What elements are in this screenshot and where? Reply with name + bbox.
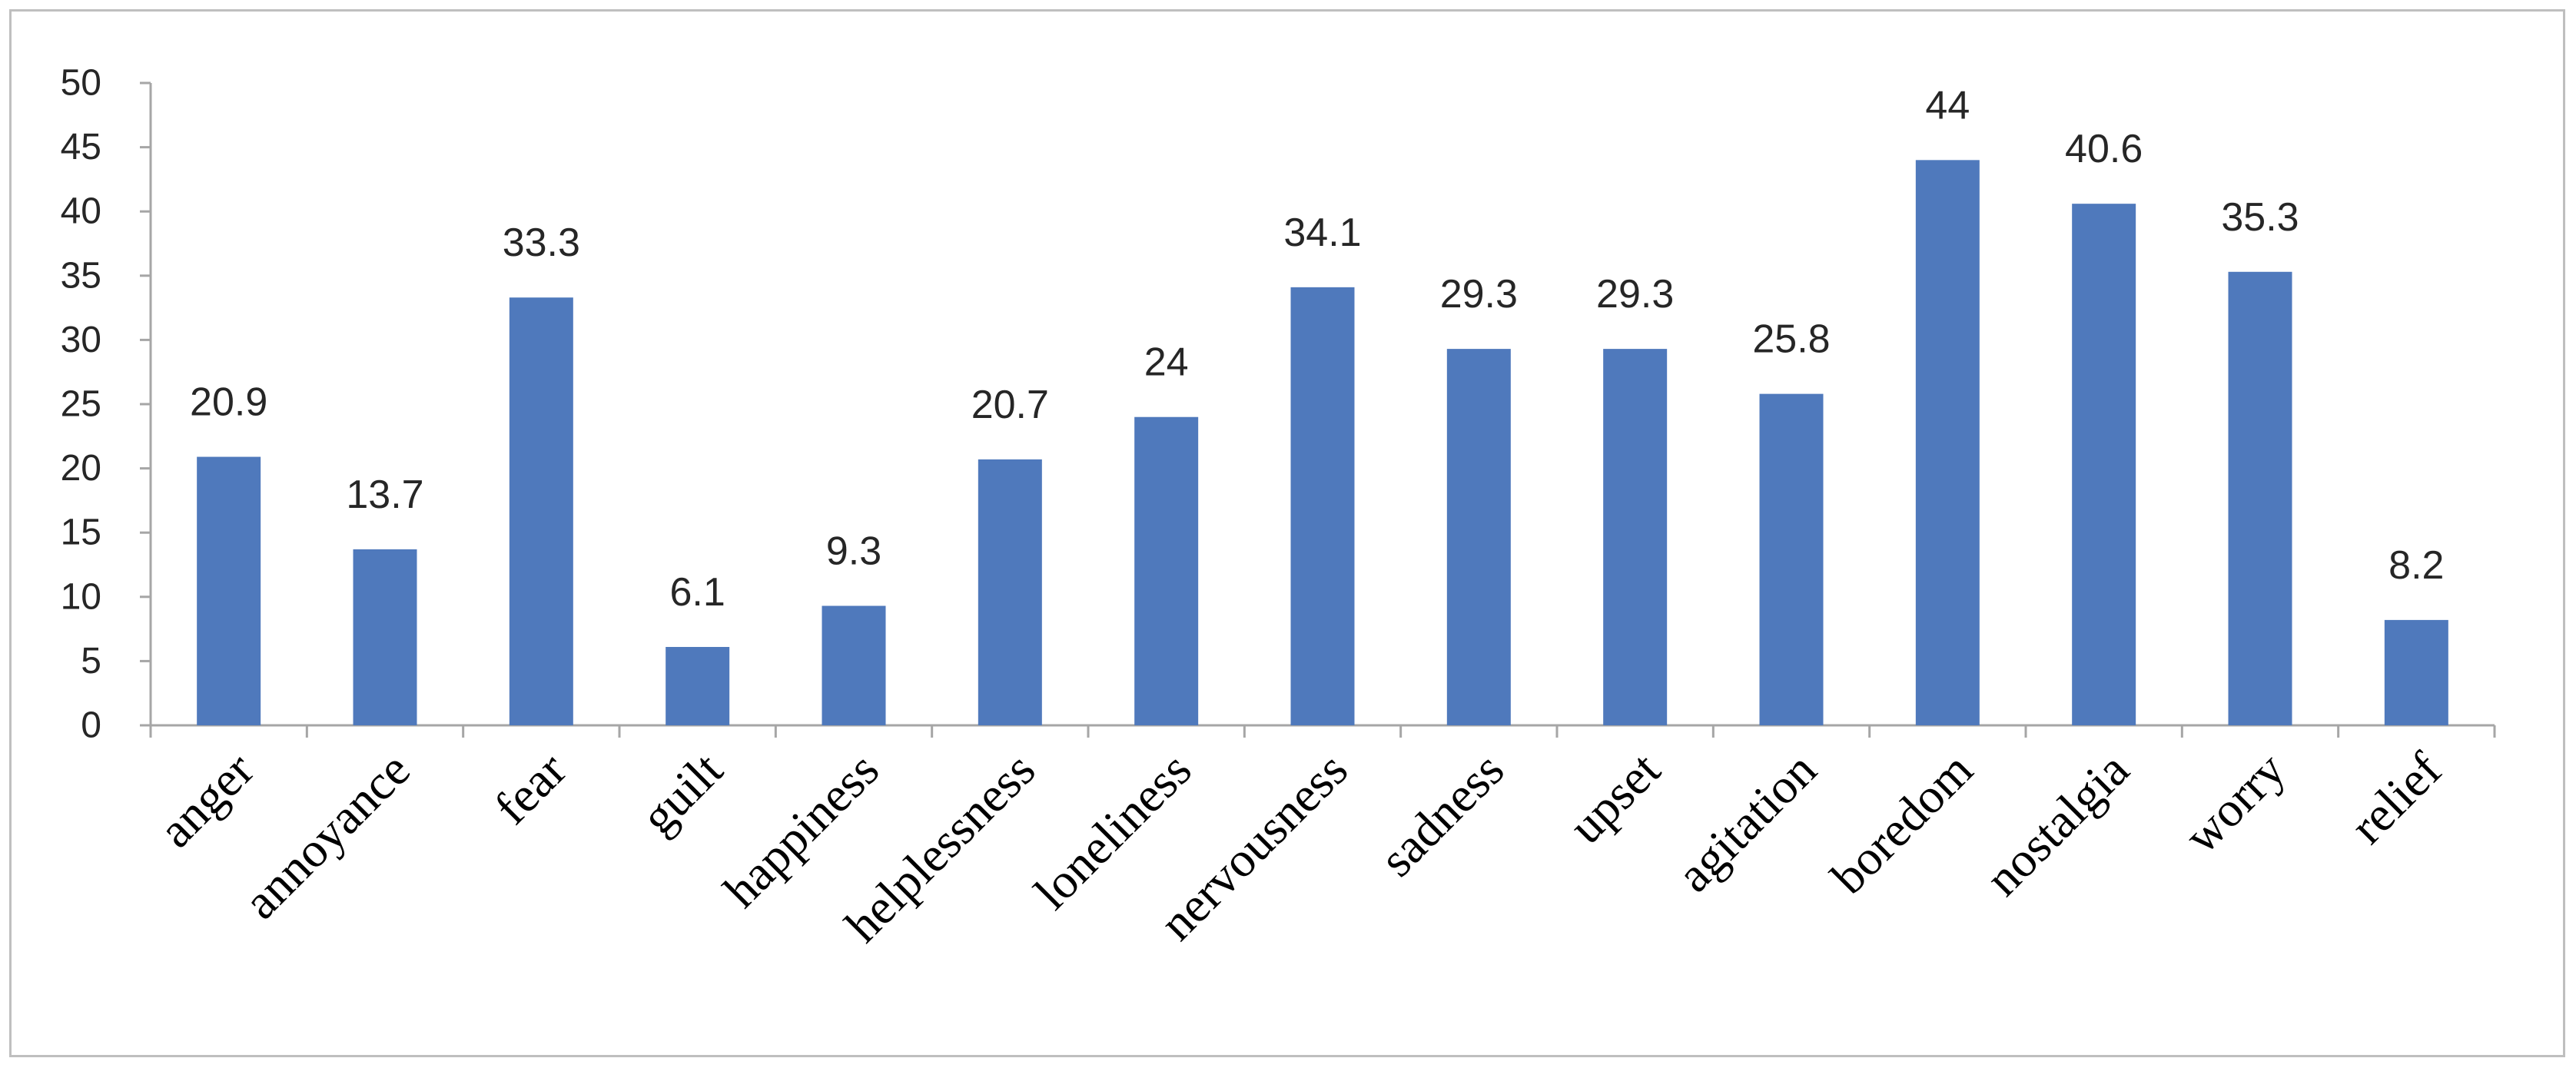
y-tick-label: 15 — [61, 512, 101, 553]
bar-guilt — [666, 647, 730, 725]
category-label-guilt: guilt — [630, 742, 732, 844]
data-label-guilt: 6.1 — [670, 570, 725, 615]
bar-agitation — [1759, 393, 1824, 725]
bar-nervousness — [1290, 287, 1355, 725]
data-label-annoyance: 13.7 — [346, 473, 423, 517]
category-label-worry: worry — [2174, 742, 2295, 864]
category-label-anger: anger — [148, 742, 264, 858]
data-label-relief: 8.2 — [2388, 543, 2444, 588]
bar-nostalgia — [2072, 204, 2136, 726]
data-label-nervousness: 34.1 — [1283, 211, 1361, 255]
data-label-anger: 20.9 — [190, 380, 267, 425]
bar-happiness — [822, 605, 886, 725]
bar-anger — [197, 456, 261, 725]
y-tick-label: 25 — [61, 384, 101, 425]
bar-upset — [1603, 349, 1668, 725]
y-tick-label: 30 — [61, 320, 101, 360]
bar-relief — [2384, 619, 2448, 725]
bar-fear — [509, 297, 573, 725]
category-label-fear: fear — [484, 742, 577, 835]
category-label-upset: upset — [1559, 742, 1671, 854]
data-label-worry: 35.3 — [2221, 195, 2299, 240]
bar-sadness — [1446, 349, 1511, 725]
data-label-helplessness: 20.7 — [971, 383, 1049, 427]
data-label-upset: 29.3 — [1596, 272, 1674, 317]
chart-frame — [9, 9, 2565, 1057]
data-label-boredom: 44 — [1925, 83, 1970, 128]
y-tick-label: 40 — [61, 191, 101, 232]
y-tick-label: 0 — [81, 705, 101, 746]
data-label-sadness: 29.3 — [1440, 272, 1518, 317]
category-label-relief: relief — [2340, 741, 2452, 854]
bar-boredom — [1915, 160, 1980, 725]
y-tick-label: 35 — [61, 255, 101, 296]
bar-helplessness — [978, 459, 1042, 725]
category-label-nostalgia: nostalgia — [1975, 742, 2139, 907]
category-label-sadness: sadness — [1369, 742, 1514, 887]
y-tick-label: 45 — [61, 127, 101, 167]
y-tick-label: 10 — [61, 576, 101, 617]
category-label-boredom: boredom — [1821, 742, 1983, 904]
y-tick-label: 20 — [61, 448, 101, 489]
data-label-agitation: 25.8 — [1752, 317, 1830, 362]
data-label-happiness: 9.3 — [826, 529, 881, 574]
bar-annoyance — [353, 549, 417, 725]
y-tick-label: 50 — [61, 63, 101, 104]
data-label-fear: 33.3 — [503, 221, 580, 265]
y-tick-label: 5 — [81, 641, 101, 682]
data-label-loneliness: 24 — [1144, 340, 1189, 385]
category-label-agitation: agitation — [1666, 742, 1827, 903]
bar-worry — [2228, 271, 2292, 725]
data-label-nostalgia: 40.6 — [2065, 127, 2143, 171]
bar-loneliness — [1134, 416, 1199, 725]
category-label-annoyance: annoyance — [233, 742, 420, 930]
